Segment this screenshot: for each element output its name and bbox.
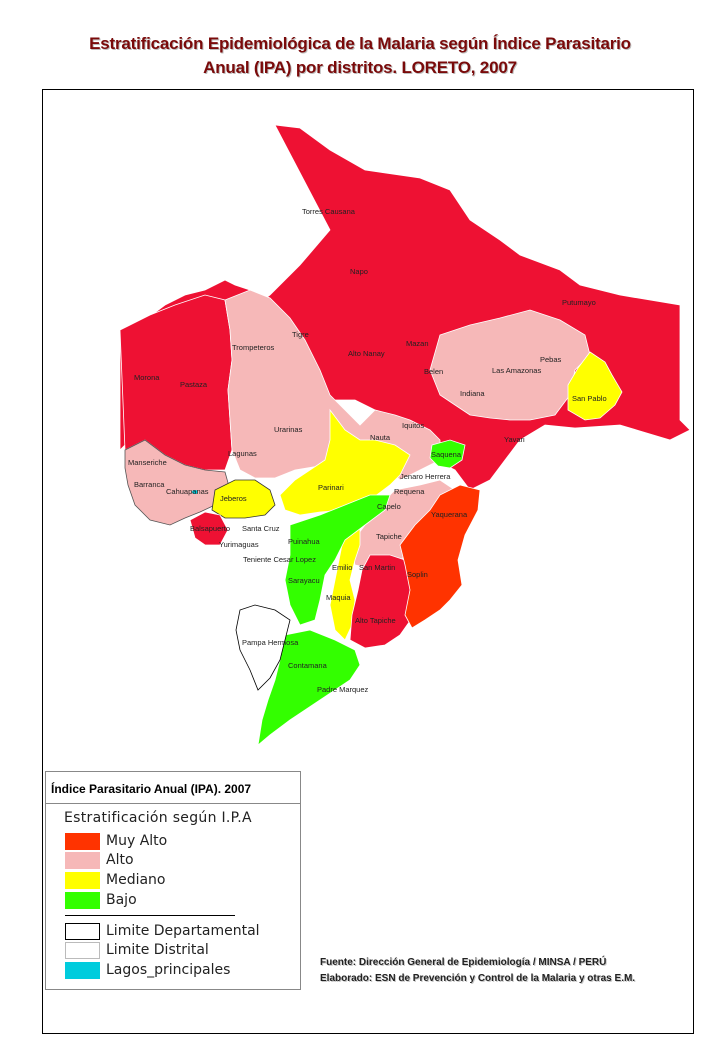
district-label: San Martin bbox=[359, 563, 395, 572]
district-label: Putumayo bbox=[562, 298, 596, 307]
district-label: Mazan bbox=[406, 339, 429, 348]
legend-box: Índice Parasitario Anual (IPA). 2007 Est… bbox=[45, 771, 301, 990]
district-label: Padre Marquez bbox=[317, 685, 369, 694]
district-label: Trompeteros bbox=[232, 343, 274, 352]
legend-separator bbox=[46, 803, 300, 804]
district-label: Indiana bbox=[460, 389, 485, 398]
legend-label: Bajo bbox=[106, 892, 137, 908]
legend-swatch-distrital bbox=[65, 942, 100, 959]
district-label: Alto Tapiche bbox=[355, 616, 396, 625]
legend-swatch-departamental bbox=[65, 923, 100, 940]
district-label: Napo bbox=[350, 267, 368, 276]
district-label: Yaquerana bbox=[431, 510, 468, 519]
legend-label: Lagos_principales bbox=[106, 962, 231, 978]
district-label: Parinari bbox=[318, 483, 344, 492]
district-label: Urarinas bbox=[274, 425, 303, 434]
legend-swatch-lagos bbox=[65, 962, 100, 979]
map-title-line-2: Anual (IPA) por distritos. LORETO, 2007 bbox=[203, 58, 517, 77]
district-label: Contamana bbox=[288, 661, 328, 670]
district-label: Iquitos bbox=[402, 421, 424, 430]
district-label: Sarayacu bbox=[288, 576, 320, 585]
region-yellow-san-pablo bbox=[567, 351, 623, 421]
legend-title: Índice Parasitario Anual (IPA). 2007 bbox=[51, 782, 252, 796]
district-label: Nauta bbox=[370, 433, 391, 442]
region-red-balsapuerto bbox=[189, 511, 229, 546]
region-pink-east bbox=[429, 309, 591, 421]
district-labels: Torres Causana Napo Putumayo Tigre Mazan Trom… bbox=[128, 207, 607, 694]
district-label: Pebas bbox=[540, 355, 562, 364]
region-green-puinahua bbox=[284, 494, 391, 626]
district-label: Balsapuerto bbox=[190, 524, 230, 533]
district-label: San Pablo bbox=[572, 394, 607, 403]
district-label: Yurimaguas bbox=[219, 540, 259, 549]
district-label: Manseriche bbox=[128, 458, 167, 467]
district-label: Saquena bbox=[431, 450, 462, 459]
legend-swatch-alto bbox=[65, 852, 100, 869]
district-label: Jeberos bbox=[220, 494, 247, 503]
district-label: Tigre bbox=[292, 330, 309, 339]
region-green-saquena bbox=[429, 439, 466, 469]
district-label: Soplin bbox=[407, 570, 428, 579]
district-label: Tapiche bbox=[376, 532, 402, 541]
district-label: Alto Nanay bbox=[348, 349, 385, 358]
map-frame bbox=[42, 89, 694, 1034]
district-label: Las Amazonas bbox=[492, 366, 541, 375]
source-credit: Fuente: Dirección General de Epidemiolog… bbox=[320, 957, 607, 968]
district-label: Santa Cruz bbox=[242, 524, 280, 533]
legend-swatch-muy-alto bbox=[65, 833, 100, 850]
region-pampa-hermosa bbox=[235, 604, 291, 691]
district-label: Yavari bbox=[504, 435, 525, 444]
district-label: Puinahua bbox=[288, 537, 321, 546]
district-label: Lagunas bbox=[228, 449, 257, 458]
district-label: Requena bbox=[394, 487, 425, 496]
legend-swatch-bajo bbox=[65, 892, 100, 909]
legend-swatch-mediano bbox=[65, 872, 100, 889]
lake-marker bbox=[192, 490, 198, 494]
legend-label: Muy Alto bbox=[106, 833, 168, 849]
district-label: Belen bbox=[424, 367, 443, 376]
district-label: Teniente Cesar Lopez bbox=[243, 555, 316, 564]
region-muy-alto-yaquerana bbox=[399, 484, 481, 629]
region-yellow-jeberos bbox=[211, 479, 276, 519]
district-label: Barranca bbox=[134, 480, 165, 489]
district-label: Torres Causana bbox=[302, 207, 356, 216]
legend-label: Alto bbox=[106, 852, 134, 868]
legend-label: Mediano bbox=[106, 872, 166, 888]
district-label: Morona bbox=[134, 373, 160, 382]
map-title-line-1: Estratificación Epidemiológica de la Mal… bbox=[89, 34, 631, 53]
legend-label: Limite Departamental bbox=[106, 923, 260, 939]
region-pink-southwest bbox=[124, 439, 231, 526]
district-label: Pampa Hermosa bbox=[242, 638, 299, 647]
district-label: Cahuapanas bbox=[166, 487, 209, 496]
district-label: Maquia bbox=[326, 593, 351, 602]
legend-label: Limite Distrital bbox=[106, 942, 209, 958]
region-green-contamana bbox=[257, 629, 361, 746]
legend-divider bbox=[65, 915, 235, 916]
region-pink-center bbox=[224, 289, 441, 481]
legend-subtitle: Estratificación según I.P.A bbox=[64, 810, 252, 826]
district-label: Pastaza bbox=[180, 380, 208, 389]
district-label: Emilio bbox=[332, 563, 352, 572]
district-label: Jenaro Herrera bbox=[400, 472, 451, 481]
author-credit: Elaborado: ESN de Prevención y Control d… bbox=[320, 973, 636, 984]
district-label: Capelo bbox=[377, 502, 401, 511]
